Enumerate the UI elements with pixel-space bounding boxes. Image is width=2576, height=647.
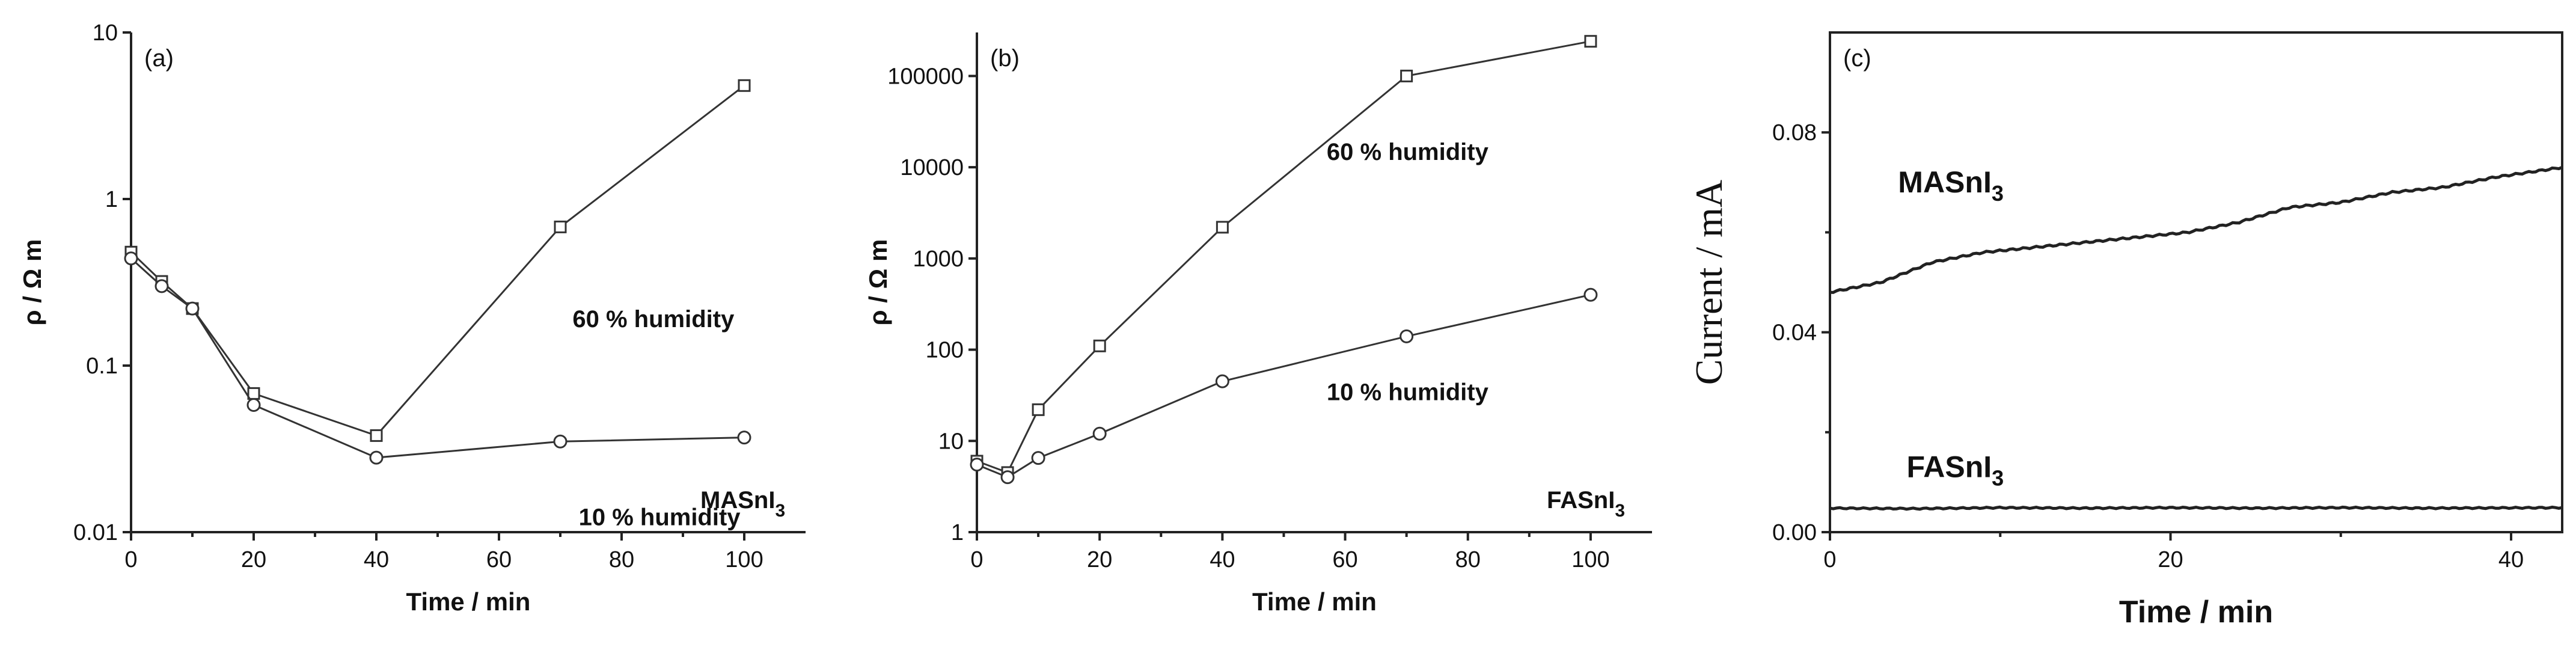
x-tick-label: 40: [2498, 547, 2524, 572]
series-label: 10 % humidity: [1327, 379, 1489, 405]
y-tick-label: 0.04: [1772, 320, 1817, 346]
panel-label: (b): [990, 45, 1020, 72]
series-label: FASnI3: [1906, 450, 2004, 491]
circle-marker: [369, 450, 384, 465]
x-axis-title: Time / min: [1252, 587, 1377, 616]
series-line: [976, 40, 1591, 474]
series-line: [130, 85, 745, 437]
compound-label: MASnI3: [700, 487, 785, 521]
circle-marker: [1215, 374, 1229, 388]
series-line: [1829, 505, 2563, 511]
panel-label: (a): [144, 45, 174, 72]
series-line: [976, 293, 1591, 479]
y-tick-label: 1: [951, 520, 964, 545]
y-tick-label: 10000: [900, 155, 964, 180]
chart-panel-2: 0 20 40 60 80 100 1 10 100 1000 10000 100000 Time / …: [864, 32, 1652, 616]
square-marker: [1584, 35, 1597, 48]
y-tick-label: 0.01: [73, 520, 118, 545]
series-1: MASnI3: [1829, 165, 2563, 294]
x-tick-label: 60: [1332, 547, 1357, 572]
circle-marker: [246, 398, 261, 412]
circle-marker: [553, 434, 568, 449]
x-tick-label: 100: [725, 547, 763, 572]
plot-frame: [1829, 31, 2563, 533]
y-tick-label: 0.1: [86, 354, 118, 379]
x-tick-label: 60: [486, 547, 512, 572]
series-label: 10 % humidity: [579, 504, 741, 531]
y-tick-label: 0.00: [1772, 520, 1817, 545]
chart-panel-1: 0 20 40 60 80 100 0.01 0.1 1 10 Time / min ρ / Ω m (…: [18, 20, 806, 616]
y-tick-label: 10: [93, 20, 118, 46]
series-2: FASnI3: [1829, 450, 2563, 511]
y-tick-label: 1: [105, 187, 118, 212]
series-2: 10 % humidity: [124, 251, 751, 531]
x-axis-title: Time / min: [406, 587, 531, 616]
series-2: 10 % humidity: [970, 287, 1598, 485]
circle-marker: [1400, 329, 1414, 343]
circle-marker: [1031, 451, 1045, 465]
circle-marker: [1092, 426, 1107, 441]
series-line: [1829, 165, 2563, 294]
x-axis-title: Time / min: [2119, 595, 2273, 630]
circle-marker: [737, 431, 751, 445]
y-tick-label: 1000: [913, 247, 964, 272]
y-tick-label: 100: [926, 338, 964, 363]
series-1: 60 % humidity: [970, 35, 1597, 479]
circle-marker: [1583, 287, 1598, 302]
square-marker: [247, 387, 260, 400]
square-marker: [1216, 221, 1229, 234]
square-marker: [738, 79, 751, 92]
circle-marker: [185, 301, 200, 316]
y-tick-label: 10: [938, 429, 964, 454]
x-tick-label: 80: [1455, 547, 1481, 572]
square-marker: [1400, 69, 1413, 82]
y-axis-title: Current / mA: [1687, 180, 1730, 385]
circle-marker: [154, 279, 169, 293]
y-tick-label: 0.08: [1772, 120, 1817, 146]
y-axis-title: ρ / Ω m: [864, 239, 892, 326]
x-tick-label: 0: [124, 547, 137, 572]
series-label: 60 % humidity: [1327, 139, 1489, 165]
x-tick-label: 40: [364, 547, 389, 572]
circle-marker: [124, 251, 138, 266]
x-tick-label: 20: [241, 547, 266, 572]
series-label: 60 % humidity: [572, 306, 735, 333]
x-tick-label: 100: [1571, 547, 1609, 572]
series-1: 60 % humidity: [124, 79, 751, 442]
x-tick-label: 40: [1210, 547, 1235, 572]
y-axis-title: ρ / Ω m: [18, 239, 46, 326]
x-tick-label: 20: [2158, 547, 2183, 572]
x-tick-label: 80: [609, 547, 634, 572]
x-tick-label: 0: [1823, 547, 1836, 572]
circle-marker: [970, 458, 984, 472]
y-tick-label: 100000: [887, 64, 964, 89]
square-marker: [554, 220, 567, 233]
circle-marker: [1000, 470, 1015, 485]
series-label: MASnI3: [1898, 165, 2004, 206]
series-line: [130, 257, 745, 459]
chart-panel-3: 0 20 40 0.00 0.04 0.08 Time / min Current / mA (…: [1687, 31, 2563, 630]
x-tick-label: 20: [1087, 547, 1112, 572]
compound-label: FASnI3: [1547, 487, 1625, 521]
square-marker: [1032, 403, 1045, 416]
square-marker: [370, 429, 383, 442]
square-marker: [1093, 339, 1106, 352]
x-tick-label: 0: [970, 547, 983, 572]
panel-label: (c): [1843, 45, 1871, 72]
